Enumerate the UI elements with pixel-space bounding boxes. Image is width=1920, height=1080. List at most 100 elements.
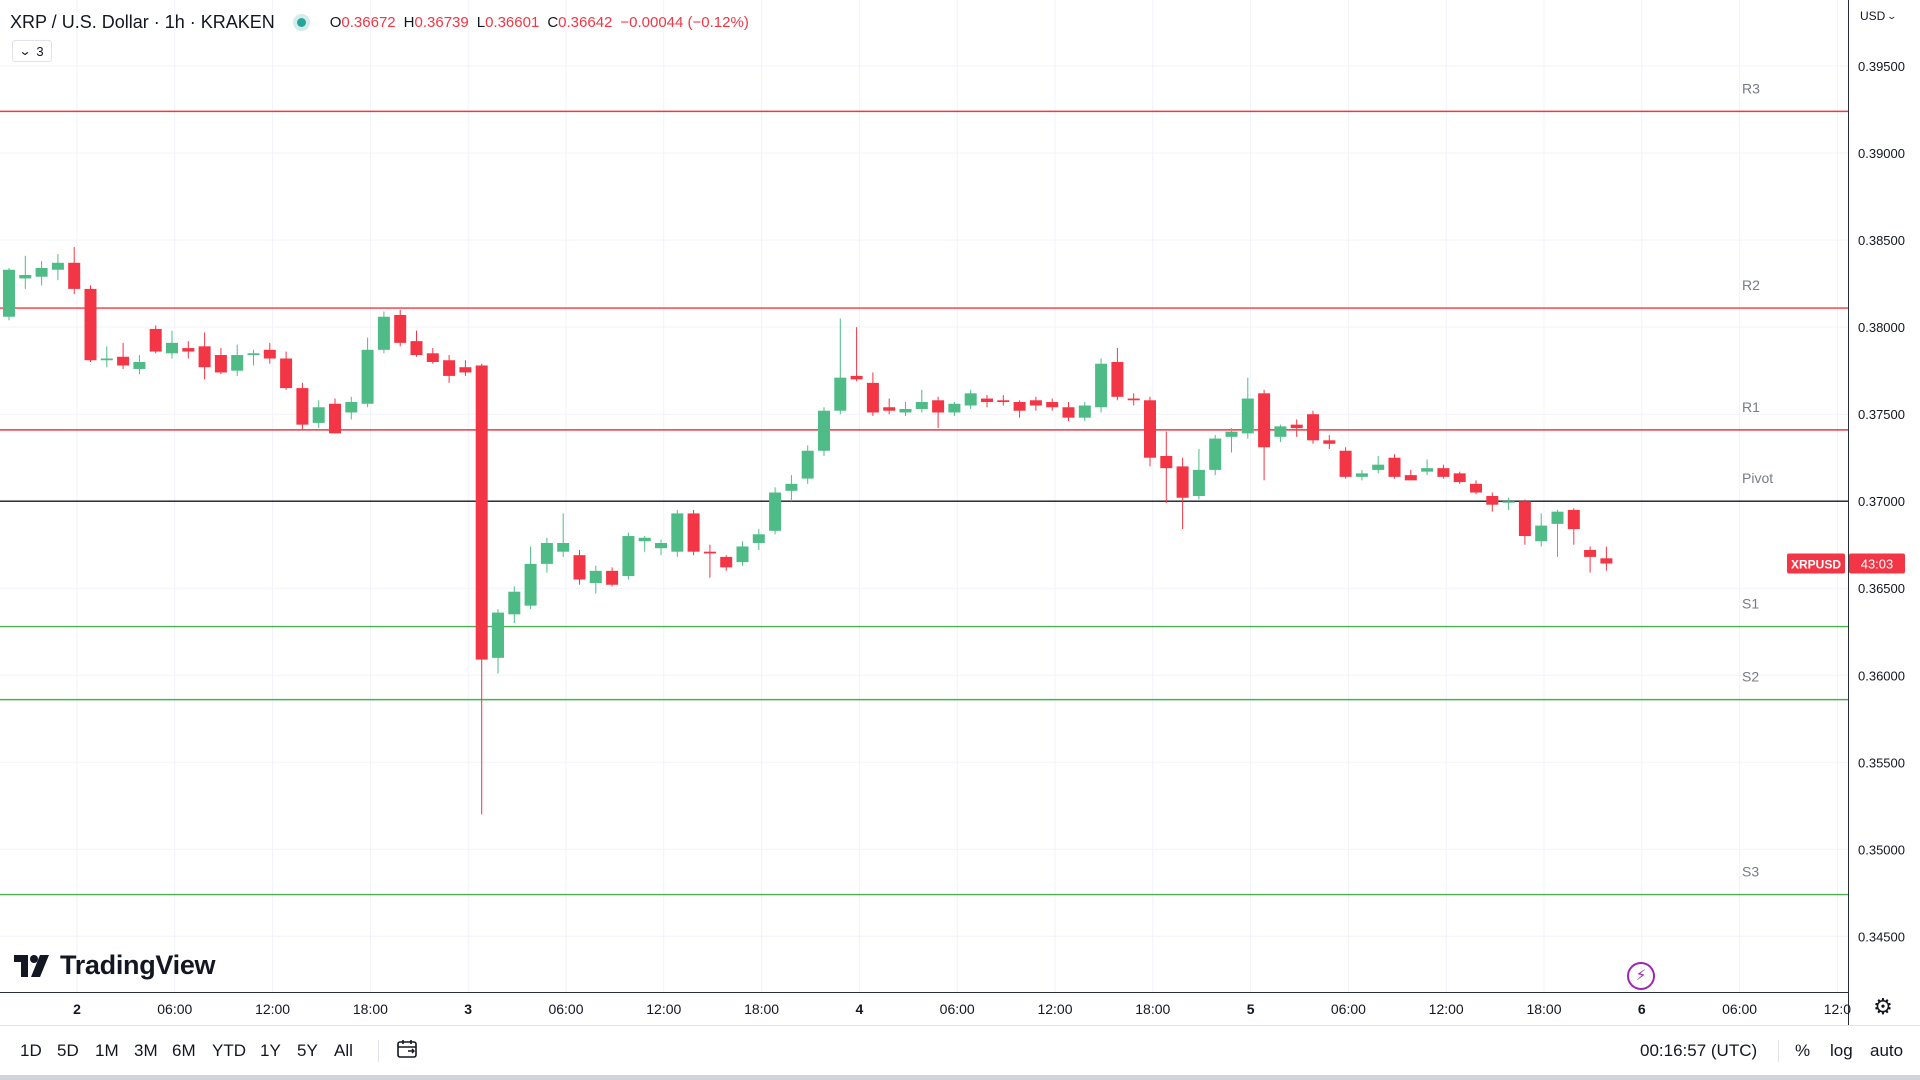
time-tick-label: 18:00 xyxy=(1526,1001,1561,1017)
candle-body xyxy=(948,403,961,413)
low-label: L xyxy=(476,13,486,31)
candle-body xyxy=(35,268,48,277)
price-tick-label: 0.36000 xyxy=(1858,668,1905,683)
change-value: −0.00044 (−0.12%) xyxy=(620,13,749,31)
tradingview-logo-icon xyxy=(14,954,49,977)
candle-body xyxy=(492,612,504,658)
candle xyxy=(622,532,635,580)
time-axis[interactable]: 2 06:00 12:00 18:00 3 06:00 12:00 18:00 4 06:00 12… xyxy=(0,992,1851,1018)
candle xyxy=(850,327,863,382)
last-price-marker[interactable]: XRPUSD 43:03 xyxy=(1787,553,1905,574)
utc-clock[interactable]: 00:16:57 (UTC) xyxy=(1640,1041,1758,1060)
candle xyxy=(540,537,553,573)
candle-body xyxy=(1209,438,1222,470)
candle-body xyxy=(394,315,407,343)
pivot-levels: R3 R2 R1 Pivot S1 S2 S3 xyxy=(0,80,1848,896)
range-button-3m[interactable]: 3M xyxy=(134,1041,158,1060)
candle xyxy=(459,360,472,376)
candle xyxy=(508,586,521,624)
grid-lines xyxy=(0,0,1848,992)
range-button-1m[interactable]: 1M xyxy=(95,1041,119,1060)
market-status-icon[interactable] xyxy=(296,17,306,27)
toolbar-divider xyxy=(378,1040,379,1062)
candle xyxy=(655,539,667,556)
candle-body xyxy=(1486,496,1499,505)
candle-body xyxy=(1437,468,1450,477)
log-scale-button[interactable]: log xyxy=(1830,1041,1853,1060)
symbol-price-tag xyxy=(1787,553,1845,574)
go-to-date-icon[interactable] xyxy=(396,1038,418,1060)
level-label-s3: S3 xyxy=(1742,864,1759,880)
currency-selector[interactable]: USD ⌄ xyxy=(1860,9,1897,23)
candle xyxy=(1551,509,1564,557)
tradingview-logo[interactable]: TradingView xyxy=(14,950,216,981)
candle xyxy=(1355,469,1368,481)
candle-body xyxy=(1339,450,1352,477)
candle-body xyxy=(3,269,15,317)
candle-body xyxy=(1241,398,1254,434)
candle xyxy=(785,475,798,502)
candle xyxy=(834,318,847,415)
range-button-5y[interactable]: 5Y xyxy=(297,1041,318,1060)
candle-body xyxy=(557,542,570,552)
range-button-5d[interactable]: 5D xyxy=(57,1041,79,1060)
candle-body xyxy=(1535,525,1548,542)
percent-scale-button[interactable]: % xyxy=(1795,1041,1811,1060)
gear-icon[interactable]: ⚙ xyxy=(1873,994,1893,1019)
candle-body xyxy=(84,288,97,361)
range-button-ytd[interactable]: YTD xyxy=(212,1041,246,1060)
candle-body xyxy=(1453,473,1466,483)
candle-body xyxy=(899,408,912,413)
candle xyxy=(1209,435,1222,476)
candle xyxy=(1372,455,1385,474)
candle xyxy=(997,395,1010,406)
indicators-toggle-button[interactable]: ⌄ 3 xyxy=(12,40,52,62)
candle xyxy=(1127,393,1140,406)
open-label: O xyxy=(329,13,342,31)
candle-body xyxy=(1502,501,1515,503)
candle-body xyxy=(247,353,260,356)
candlesticks xyxy=(3,247,1613,815)
candle-body xyxy=(1551,511,1564,524)
candle xyxy=(1029,396,1042,411)
candle xyxy=(1535,513,1548,547)
candle-body xyxy=(1470,483,1482,493)
candle-body xyxy=(785,483,798,491)
candle-body xyxy=(133,361,146,369)
candle-body xyxy=(263,349,276,359)
price-tick-label: 0.39000 xyxy=(1858,146,1905,161)
time-tick-label: 06:00 xyxy=(940,1001,975,1017)
candle xyxy=(198,332,211,380)
time-tick-label: 12:00 xyxy=(1429,1001,1464,1017)
candle xyxy=(932,396,945,429)
candle-body xyxy=(1062,407,1075,418)
lightning-icon[interactable]: ⚡ xyxy=(1627,962,1655,990)
range-button-6m[interactable]: 6M xyxy=(172,1041,196,1060)
candle xyxy=(3,268,15,321)
price-tick-label: 0.38000 xyxy=(1858,320,1905,335)
candle-body xyxy=(459,367,472,373)
symbol-title[interactable]: XRP / U.S. Dollar · 1h · KRAKEN xyxy=(10,11,275,32)
symbol-legend[interactable]: XRP / U.S. Dollar · 1h · KRAKEN O 0.36672… xyxy=(10,8,751,36)
candle-body xyxy=(1323,440,1336,444)
candle xyxy=(1095,358,1108,413)
candle xyxy=(492,609,504,674)
range-button-1d[interactable]: 1D xyxy=(20,1041,42,1060)
range-button-1y[interactable]: 1Y xyxy=(260,1041,281,1060)
candle-body xyxy=(1225,431,1238,437)
candle-body xyxy=(280,358,293,389)
price-axis[interactable]: 0.39500 0.39000 0.38500 0.38000 0.37500 0.370… xyxy=(1787,0,1905,1025)
candle-body xyxy=(573,555,586,580)
candle-body xyxy=(589,570,602,584)
candle-body xyxy=(51,262,64,270)
range-button-all[interactable]: All xyxy=(334,1041,353,1060)
time-tick-label: 06:00 xyxy=(1722,1001,1757,1017)
candle-body xyxy=(361,349,374,404)
candle xyxy=(687,509,700,556)
candle xyxy=(263,342,276,364)
logo-text: TradingView xyxy=(60,950,216,980)
auto-scale-button[interactable]: auto xyxy=(1870,1041,1904,1060)
level-label-r2: R2 xyxy=(1742,277,1760,293)
candle xyxy=(166,330,178,359)
